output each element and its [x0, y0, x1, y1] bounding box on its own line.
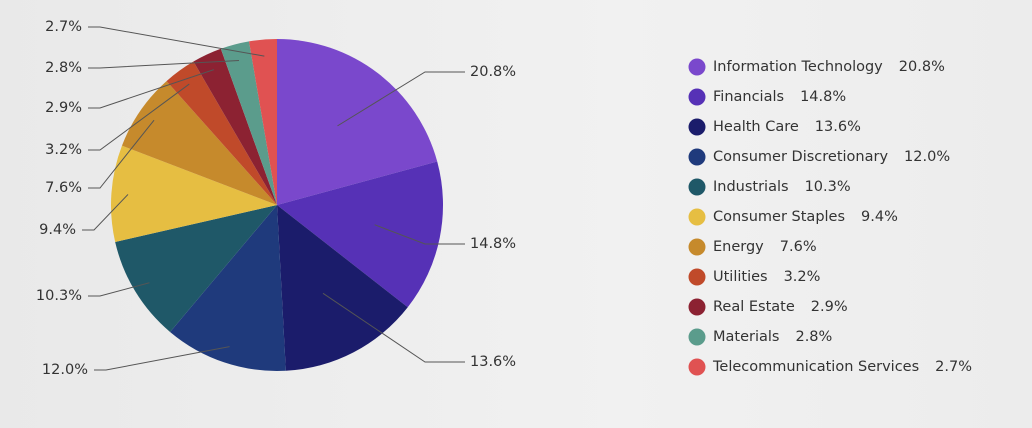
pie-slice [166, 61, 277, 206]
data-label: 2.7% [45, 19, 82, 35]
legend-label: Utilities [713, 269, 768, 285]
data-label: 3.2% [45, 142, 82, 158]
pie-slice [249, 39, 277, 205]
legend-value: 9.4% [861, 209, 898, 225]
data-label: 2.9% [45, 100, 82, 116]
legend-label: Health Care [713, 119, 799, 135]
legend-swatch [688, 238, 706, 256]
legend-value: 10.3% [805, 179, 851, 195]
legend-value: 14.8% [800, 89, 846, 105]
data-label: 7.6% [45, 180, 82, 196]
legend-swatch [688, 268, 706, 286]
pie-slice [170, 205, 286, 372]
legend-value: 20.8% [899, 59, 945, 75]
data-label: 12.0% [42, 362, 88, 378]
legend-label: Information Technology [713, 59, 883, 75]
legend-label: Financials [713, 89, 784, 105]
data-label: 13.6% [470, 354, 516, 370]
legend-swatch [688, 298, 706, 316]
leader-line [88, 60, 240, 69]
pie-slice [220, 41, 277, 205]
data-label: 2.8% [45, 60, 82, 76]
legend-swatch [688, 208, 706, 226]
pie-slice [277, 205, 408, 371]
leader-line [88, 26, 265, 57]
pie-slice [277, 39, 438, 205]
legend-swatch [688, 358, 706, 376]
leader-line [88, 119, 155, 189]
legend-swatch [688, 58, 706, 76]
leader-line [322, 292, 465, 363]
legend-value: 2.8% [795, 329, 832, 345]
pie-slice [277, 161, 443, 308]
legend-value: 13.6% [815, 119, 861, 135]
data-label: 20.8% [470, 64, 516, 80]
legend-swatch [688, 178, 706, 196]
legend-value: 3.2% [784, 269, 821, 285]
legend-label: Energy [713, 239, 764, 255]
leader-line [88, 83, 190, 151]
legend-label: Consumer Staples [713, 209, 845, 225]
legend-value: 12.0% [904, 149, 950, 165]
leader-line [88, 282, 150, 297]
legend-label: Industrials [713, 179, 789, 195]
pie-slice [193, 48, 277, 205]
legend-label: Consumer Discretionary [713, 149, 888, 165]
data-label: 9.4% [39, 222, 76, 238]
legend-label: Materials [713, 329, 779, 345]
legend-value: 2.9% [811, 299, 848, 315]
pie-slice [121, 81, 277, 205]
leader-line [94, 346, 230, 371]
legend-swatch [688, 88, 706, 106]
legend-label: Real Estate [713, 299, 795, 315]
leader-line [88, 69, 215, 109]
data-label: 14.8% [470, 236, 516, 252]
legend-swatch [688, 328, 706, 346]
pie-slice [110, 145, 277, 242]
legend-value: 7.6% [780, 239, 817, 255]
pie-slice [115, 205, 278, 332]
leader-line [82, 194, 129, 231]
legend-value: 2.7% [935, 359, 972, 375]
legend-swatch [688, 148, 706, 166]
legend-label: Telecommunication Services [712, 359, 919, 375]
data-label: 10.3% [36, 288, 82, 304]
leader-line [374, 224, 465, 245]
leader-line [337, 71, 465, 127]
legend-swatch [688, 118, 706, 136]
